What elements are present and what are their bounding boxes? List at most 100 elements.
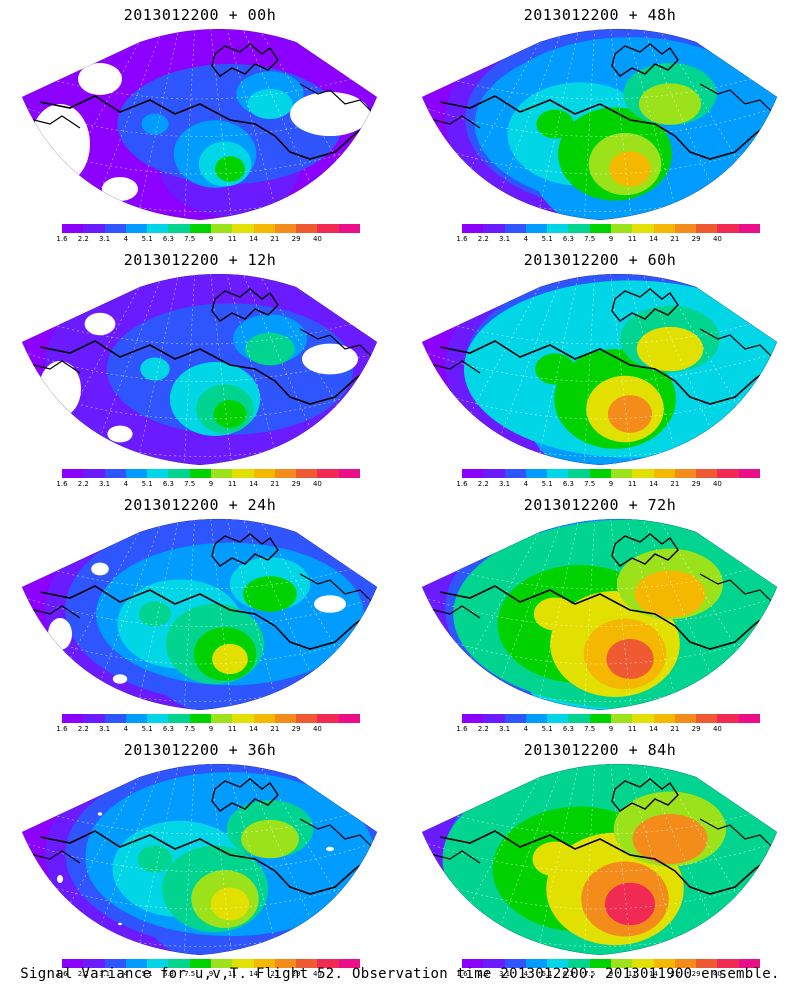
colorbar-tick-label: 5.1 [541,480,553,488]
colorbar-swatch [504,224,526,233]
colorbar-tick-label: 21 [670,480,680,488]
panel-title: 2013012200 + 00h [123,6,277,24]
colorbar-swatch [83,469,105,478]
colorbar-swatch [125,224,148,233]
colorbar-swatch [232,469,254,478]
colorbar-tick-label: 21 [670,725,680,733]
panel-title: 2013012200 + 48h [523,6,677,24]
colorbar-tick-label: 1.6 [456,970,468,978]
colorbar-swatch [589,469,611,478]
colorbar-tick-label: 7.5 [584,480,596,488]
colorbar-tick-label: 14 [649,235,659,243]
colorbar-tick-label: 5.1 [141,480,153,488]
colorbar-ticks: 1.6 2.2 3.1 4 5.1 6.3 7.5 9 11 14 21 29 40 [456,725,760,735]
colorbar-tick-label: 21 [670,235,680,243]
colorbar-tick-label: 3.1 [98,480,111,488]
colorbar-swatch [504,469,526,478]
variance-map [21,763,378,956]
colorbar-swatch [483,469,505,478]
colorbar-swatch [610,714,633,723]
colorbar-ticks: 1.6 2.2 3.1 4 5.1 6.3 7.5 9 11 14 21 29 40 [56,725,360,735]
colorbar-swatch [738,714,760,723]
colorbar-swatch [610,469,633,478]
colorbar-tick-label: 29 [291,725,301,733]
colorbar-swatch [147,714,169,723]
variance-map [421,763,778,956]
colorbar-tick-label: 14 [249,970,259,978]
colorbar-ticks: 1.6 2.2 3.1 4 5.1 6.3 7.5 9 11 14 21 29 40 [56,480,360,490]
colorbar-swatch [168,714,190,723]
variance-map [21,518,378,711]
colorbar-swatch [338,714,360,723]
colorbar-swatch [274,959,297,968]
colorbar [62,959,360,968]
colorbar [62,469,360,478]
colorbar-tick-label: 1.6 [56,725,68,733]
colorbar-tick-label: 11 [627,725,637,733]
colorbar-swatch [525,224,548,233]
colorbar-swatch [168,959,190,968]
colorbar-swatch [738,959,760,968]
colorbar-swatch [717,469,739,478]
panel-title: 2013012200 + 60h [523,251,677,269]
colorbar-tick-label: 5.1 [541,970,553,978]
colorbar-swatch [653,714,675,723]
colorbar-swatch [317,959,339,968]
colorbar-tick-label: 3.1 [498,970,511,978]
colorbar-tick-label: 21 [270,235,280,243]
colorbar-swatch [462,469,484,478]
colorbar-tick-label: 5.1 [541,725,553,733]
colorbar-swatch [632,469,654,478]
colorbar-tick-label: 6.3 [562,970,574,978]
colorbar-tick-label: 4 [123,970,129,978]
colorbar-tick-label: 40 [712,480,722,488]
colorbar-tick-label: 21 [270,725,280,733]
colorbar-swatch [525,469,548,478]
colorbar-tick-label: 6.3 [162,970,174,978]
colorbar-tick-label: 4 [523,480,529,488]
colorbar-swatch [525,959,548,968]
colorbar-swatch [210,224,233,233]
colorbar-tick-label: 29 [691,480,701,488]
colorbar-tick-label: 29 [291,970,301,978]
colorbar-tick-label: 7.5 [184,725,196,733]
colorbar-tick-label: 40 [312,235,322,243]
colorbar-swatch [653,469,675,478]
colorbar-swatch [210,714,233,723]
colorbar-swatch [232,959,254,968]
colorbar-tick-label: 4 [123,725,129,733]
colorbar-swatch [104,224,126,233]
colorbar-swatch [589,714,611,723]
colorbar [462,469,760,478]
forecast-panel: 2013012200 + 84h 1.6 2.2 3.1 4 5.1 6.3 7.5 9 11 14… [400,735,800,980]
forecast-panel: 2013012200 + 24h 1.6 2.2 3.1 4 5.1 6.3 7.5 9 11 14… [0,490,400,735]
colorbar-swatch [632,714,654,723]
colorbar-swatch [717,959,739,968]
colorbar-swatch [568,959,590,968]
colorbar-swatch [83,224,105,233]
figure-caption: Signal Variance for u,v,T. Flight 52. Ob… [20,966,780,982]
colorbar-swatch [147,224,169,233]
colorbar-tick-label: 11 [227,235,237,243]
colorbar-swatch [547,959,569,968]
colorbar-tick-label: 9 [608,235,614,243]
colorbar-tick-label: 14 [649,725,659,733]
colorbar-tick-label: 6.3 [562,725,574,733]
colorbar-swatch [253,469,275,478]
colorbar-swatch [568,714,590,723]
colorbar-tick-label: 21 [270,480,280,488]
panel-title: 2013012200 + 12h [123,251,277,269]
colorbar-tick-label: 7.5 [584,235,596,243]
colorbar-swatch [274,714,297,723]
colorbar-tick-label: 3.1 [498,480,511,488]
colorbar-tick-label: 29 [691,725,701,733]
colorbar-tick-label: 7.5 [184,235,196,243]
colorbar-swatch [62,959,84,968]
forecast-panel: 2013012200 + 00h 1.6 2.2 3.1 4 5.1 6.3 7.5 9 11 14… [0,0,400,245]
forecast-panel: 2013012200 + 72h 1.6 2.2 3.1 4 5.1 6.3 7.5 9 11 14… [400,490,800,735]
colorbar-ticks: 1.6 2.2 3.1 4 5.1 6.3 7.5 9 11 14 21 29 40 [456,235,760,245]
colorbar-tick-label: 2.2 [477,725,489,733]
colorbar-swatch [189,714,211,723]
forecast-panel: 2013012200 + 12h 1.6 2.2 3.1 4 5.1 6.3 7.5 9 11 14… [0,245,400,490]
colorbar-swatch [317,224,339,233]
